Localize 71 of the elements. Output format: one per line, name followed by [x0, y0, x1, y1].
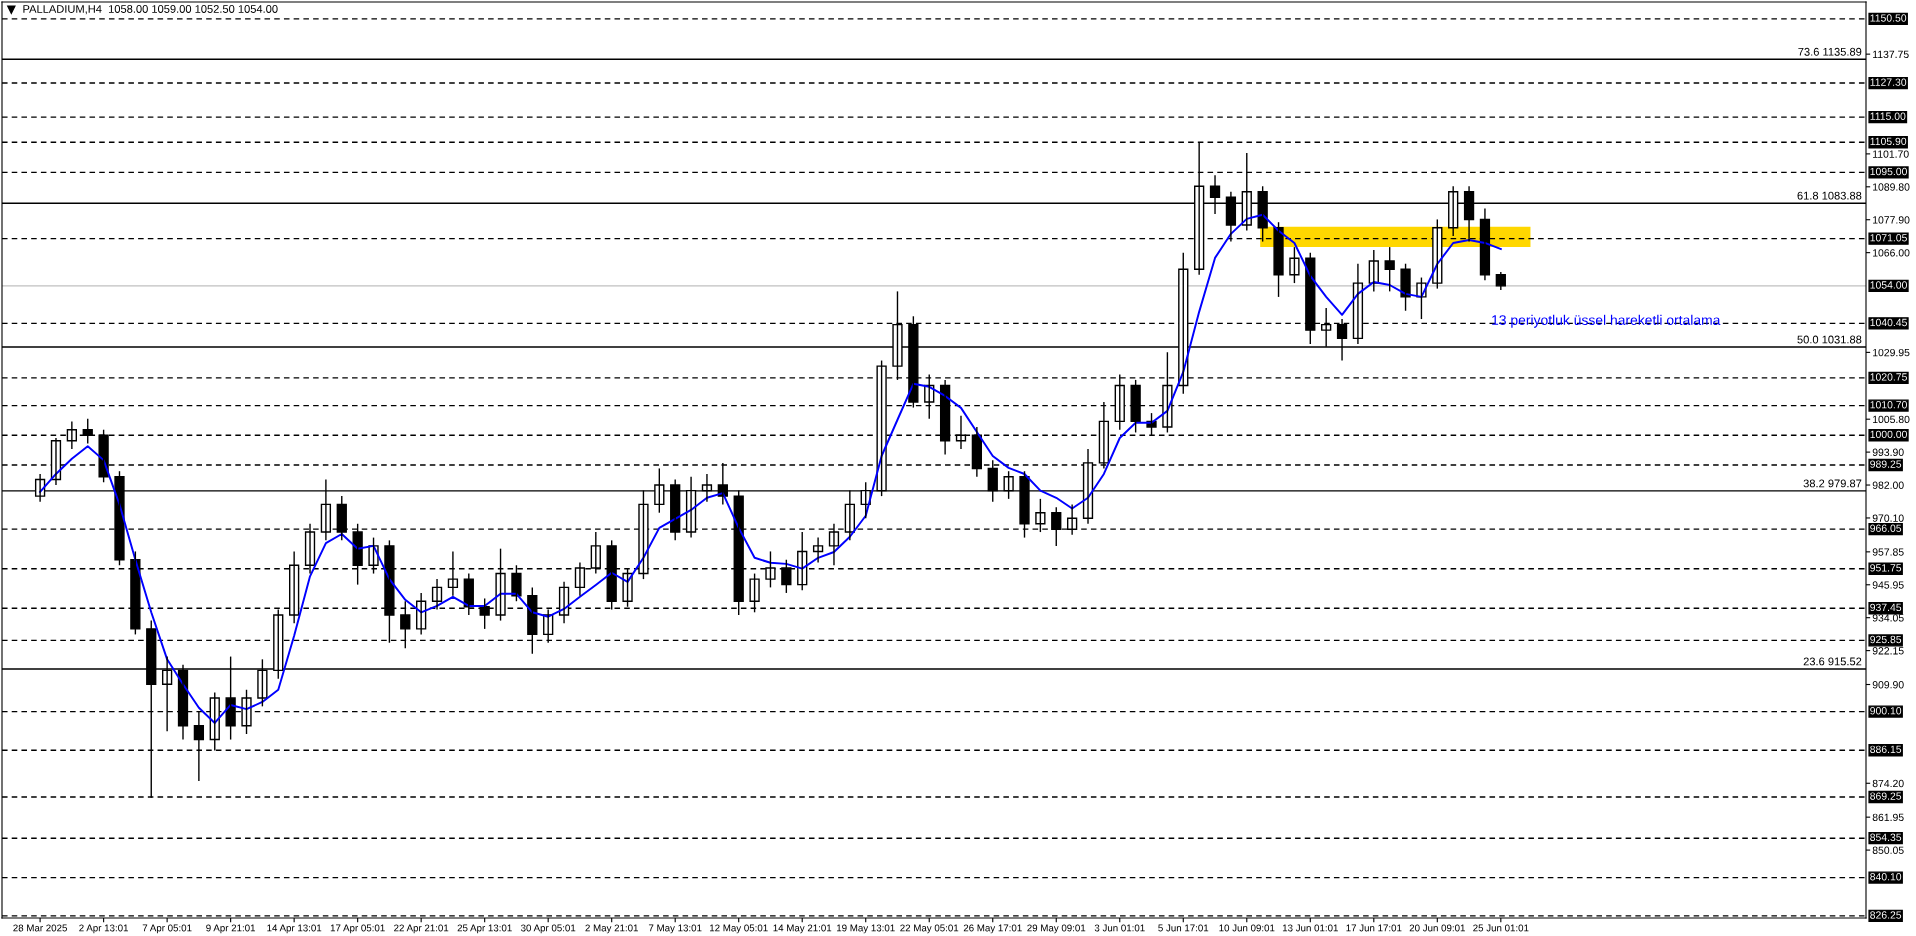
- y-tick-label: 874.20: [1872, 779, 1904, 788]
- ref-line-label: 937.45: [1870, 603, 1902, 612]
- annotation: 50.0 1031.88: [1797, 335, 1862, 344]
- ref-line-label: 900.10: [1870, 707, 1902, 715]
- ref-line-label: 1054.00: [1870, 281, 1907, 289]
- y-tick-label: 1077.90: [1873, 216, 1910, 224]
- annotation: 61.8 1083.88: [1797, 191, 1862, 200]
- y-tick-label: 993.90: [1872, 448, 1904, 456]
- y-tick-label: 945.95: [1872, 581, 1904, 589]
- ref-line-label: 1000.00: [1870, 430, 1907, 439]
- ref-line-label: 1040.45: [1870, 318, 1907, 327]
- y-tick-label: 934.05: [1872, 614, 1904, 622]
- ref-line-label: 1115.00: [1870, 112, 1906, 120]
- y-tick-label: 1089.80: [1873, 183, 1910, 191]
- x-tick-label: 25 Jun 01:01: [1473, 924, 1529, 932]
- y-tick-label: 970.10: [1872, 514, 1904, 522]
- x-tick-label: 28 Mar 2025: [13, 924, 67, 932]
- annotation: 23.6 915.52: [1803, 657, 1862, 666]
- y-tick-label: 1101.70: [1873, 150, 1909, 158]
- x-tick-label: 13 Jun 01:01: [1282, 924, 1338, 932]
- x-tick-label: 30 Apr 05:01: [520, 924, 576, 934]
- x-tick-label: 12 May 05:01: [710, 924, 768, 934]
- ref-line-label: 826.25: [1870, 911, 1902, 919]
- x-tick-label: 19 May 13:01: [837, 924, 895, 934]
- ref-line-label: 869.25: [1870, 792, 1902, 800]
- ref-line-label: 1150.50: [1870, 14, 1907, 22]
- ref-line-label: 1071.05: [1870, 234, 1907, 242]
- ref-line-label: 951.75: [1870, 564, 1902, 572]
- x-tick-label: 9 Apr 21:01: [206, 924, 256, 934]
- x-tick-label: 29 May 09:01: [1027, 924, 1086, 934]
- x-tick-label: 17 Jun 17:01: [1346, 924, 1402, 932]
- ref-line-label: 989.25: [1870, 460, 1902, 468]
- y-tick-label: 909.90: [1872, 681, 1904, 689]
- x-tick-label: 22 May 05:01: [900, 924, 959, 934]
- y-tick-label: 957.85: [1872, 548, 1904, 556]
- x-tick-label: 2 May 21:01: [585, 924, 638, 934]
- y-tick-label: 982.00: [1872, 481, 1904, 489]
- x-tick-label: 20 Jun 09:01: [1409, 924, 1465, 932]
- text: 13 periyotluk üssel hareketli ortalama: [1492, 314, 1721, 328]
- y-tick-label: 861.95: [1872, 813, 1904, 822]
- x-tick-label: 22 Apr 21:01: [394, 924, 449, 934]
- y-tick-label: 1005.80: [1873, 415, 1910, 424]
- annotation: 73.6 1135.89: [1798, 47, 1862, 56]
- ref-line-label: 886.15: [1870, 745, 1902, 754]
- ref-line-label: 1010.70: [1870, 401, 1907, 409]
- x-tick-label: 26 May 17:01: [963, 924, 1022, 934]
- x-tick-label: 14 May 21:01: [773, 924, 832, 934]
- x-tick-label: 10 Jun 09:01: [1219, 924, 1275, 932]
- y-tick-label: 1029.95: [1873, 348, 1910, 357]
- x-tick-label: 3 Jun 01:01: [1094, 924, 1145, 932]
- ref-line-label: 854.35: [1870, 833, 1902, 841]
- y-tick-label: 922.15: [1872, 647, 1904, 655]
- ref-line-label: 1105.90: [1870, 137, 1907, 146]
- y-tick-label: 1066.00: [1873, 249, 1910, 257]
- x-tick-label: 5 Jun 17:01: [1158, 924, 1209, 932]
- annotation: 38.2 979.87: [1803, 479, 1862, 488]
- x-tick-label: 25 Apr 13:01: [457, 924, 512, 934]
- ref-line-label: 1020.75: [1870, 373, 1907, 381]
- ref-line-label: 1095.00: [1870, 167, 1907, 176]
- x-tick-label: 7 May 13:01: [648, 924, 702, 934]
- y-tick-label: 850.05: [1872, 846, 1904, 854]
- ref-line-label: 966.05: [1870, 524, 1902, 532]
- x-tick-label: 17 Apr 05:01: [330, 924, 385, 934]
- chart-title: PALLADIUM,H4 1058.00 1059.00 1052.50 1054.00: [23, 5, 278, 15]
- ref-line-label: 925.85: [1870, 635, 1902, 644]
- x-tick-label: 7 Apr 05:01: [142, 924, 192, 934]
- y-tick-label: 1137.75: [1873, 50, 1909, 59]
- x-tick-label: 14 Apr 13:01: [267, 924, 322, 934]
- ref-line-label: 1127.30: [1870, 78, 1907, 86]
- ref-line-label: 840.10: [1870, 873, 1902, 881]
- x-tick-label: 2 Apr 13:01: [79, 924, 129, 934]
